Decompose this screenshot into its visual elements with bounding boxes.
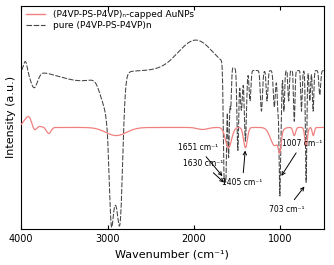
X-axis label: Wavenumber (cm⁻¹): Wavenumber (cm⁻¹) bbox=[116, 249, 229, 259]
Text: 1405 cm⁻¹: 1405 cm⁻¹ bbox=[222, 152, 263, 187]
Legend: (P4VP-PS-P4VP)ₙ-capped AuNPs, pure (P4VP-PS-P4VP)n: (P4VP-PS-P4VP)ₙ-capped AuNPs, pure (P4VP… bbox=[24, 8, 195, 32]
Text: 1007 cm⁻¹: 1007 cm⁻¹ bbox=[282, 139, 322, 175]
Text: 703 cm⁻¹: 703 cm⁻¹ bbox=[269, 187, 305, 214]
Y-axis label: Intensity (a.u.): Intensity (a.u.) bbox=[6, 76, 16, 158]
Text: 1630 cm⁻¹: 1630 cm⁻¹ bbox=[183, 159, 223, 182]
Text: 1651 cm⁻¹: 1651 cm⁻¹ bbox=[178, 143, 222, 175]
